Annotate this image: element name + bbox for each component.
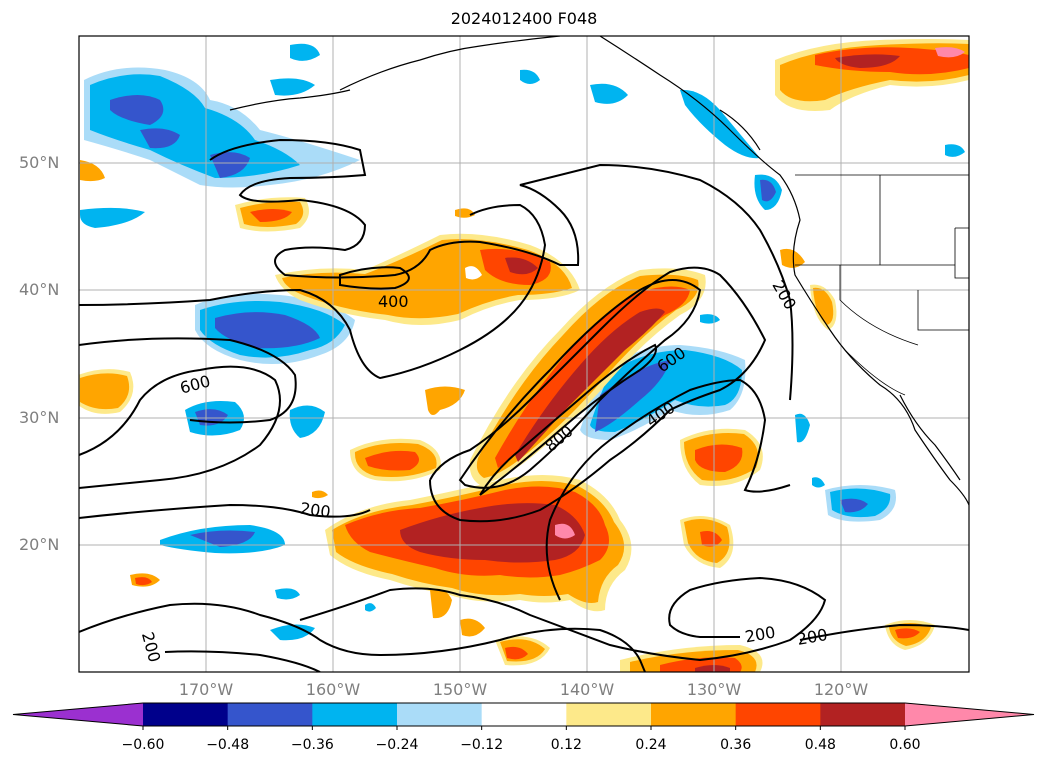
colorbar-tick-label: 0.60 [889,737,921,753]
plot-frame [78,35,970,673]
contour-label: 200 [796,625,829,649]
lon-label: 130°W [686,680,742,699]
plot-area: 400 200 600 600 800 400 200 200 200 200 [79,36,969,672]
political-borders [795,174,969,396]
positive-anomaly-fills [79,39,969,672]
colorbar-tick-label: 0.12 [550,737,582,753]
colorbar-tick-label: −0.36 [290,737,334,753]
colorbar-tick-label: −0.60 [121,737,165,753]
colorbar-segment [143,703,229,726]
contour-label: 600 [178,371,212,397]
contour-label: 200 [743,622,776,646]
colorbar-tick-label: −0.48 [206,737,250,753]
lat-label: 40°N [19,280,60,299]
contour-label: 400 [378,292,409,311]
lon-label: 120°W [813,680,869,699]
lat-label: 20°N [19,535,60,554]
graticule [79,36,969,672]
lon-label: 170°W [178,680,234,699]
negative-anomaly-fills [80,43,965,641]
lon-label: 150°W [432,680,488,699]
colorbar-tick-label: 0.24 [635,737,667,753]
colorbar-segment [566,703,652,726]
colorbar-extend-max [905,703,1034,726]
colorbar-segment [312,703,398,726]
colorbar-segment [820,703,906,726]
contour-lines [79,138,969,672]
lon-label: 140°W [559,680,615,699]
contour-label: 200 [768,277,800,313]
coastlines [229,36,969,506]
colorbar-segment [735,703,821,726]
colorbar [12,702,1035,730]
contour-label: 200 [299,499,332,522]
lon-label: 160°W [305,680,361,699]
lat-label: 30°N [19,408,60,427]
map-title: 2024012400 F048 [450,9,598,28]
colorbar-segment [397,703,483,726]
colorbar-segment [481,703,567,726]
colorbar-tick-label: 0.48 [804,737,836,753]
contour-label: 200 [138,630,164,664]
colorbar-tick-label: −0.12 [460,737,504,753]
lat-label: 50°N [19,153,60,172]
colorbar-segment [651,703,737,726]
colorbar-segment [227,703,313,726]
colorbar-tick-label: −0.24 [375,737,419,753]
colorbar-extend-min [13,703,143,726]
colorbar-tick-label: 0.36 [720,737,752,753]
